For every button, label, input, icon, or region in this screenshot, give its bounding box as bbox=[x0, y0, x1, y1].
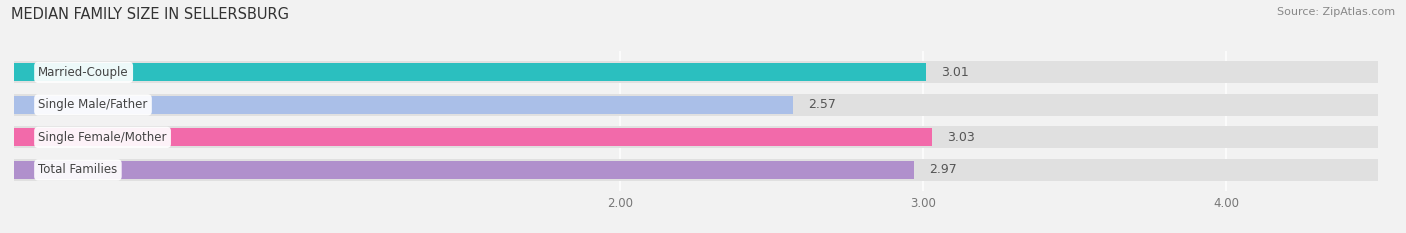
Bar bbox=[14, 94, 1378, 116]
Bar bbox=[14, 63, 927, 81]
Text: Single Male/Father: Single Male/Father bbox=[38, 98, 148, 111]
Text: MEDIAN FAMILY SIZE IN SELLERSBURG: MEDIAN FAMILY SIZE IN SELLERSBURG bbox=[11, 7, 290, 22]
Bar bbox=[14, 159, 1378, 181]
Bar bbox=[14, 128, 932, 146]
Bar bbox=[14, 61, 1378, 83]
Text: Single Female/Mother: Single Female/Mother bbox=[38, 131, 167, 144]
Text: 3.03: 3.03 bbox=[948, 131, 976, 144]
Bar bbox=[14, 126, 1378, 148]
Text: Total Families: Total Families bbox=[38, 163, 118, 176]
Text: Married-Couple: Married-Couple bbox=[38, 66, 129, 79]
Text: Source: ZipAtlas.com: Source: ZipAtlas.com bbox=[1277, 7, 1395, 17]
Bar bbox=[14, 96, 793, 114]
Bar bbox=[14, 161, 914, 179]
Text: 3.01: 3.01 bbox=[942, 66, 969, 79]
Text: 2.97: 2.97 bbox=[929, 163, 957, 176]
Text: 2.57: 2.57 bbox=[808, 98, 837, 111]
